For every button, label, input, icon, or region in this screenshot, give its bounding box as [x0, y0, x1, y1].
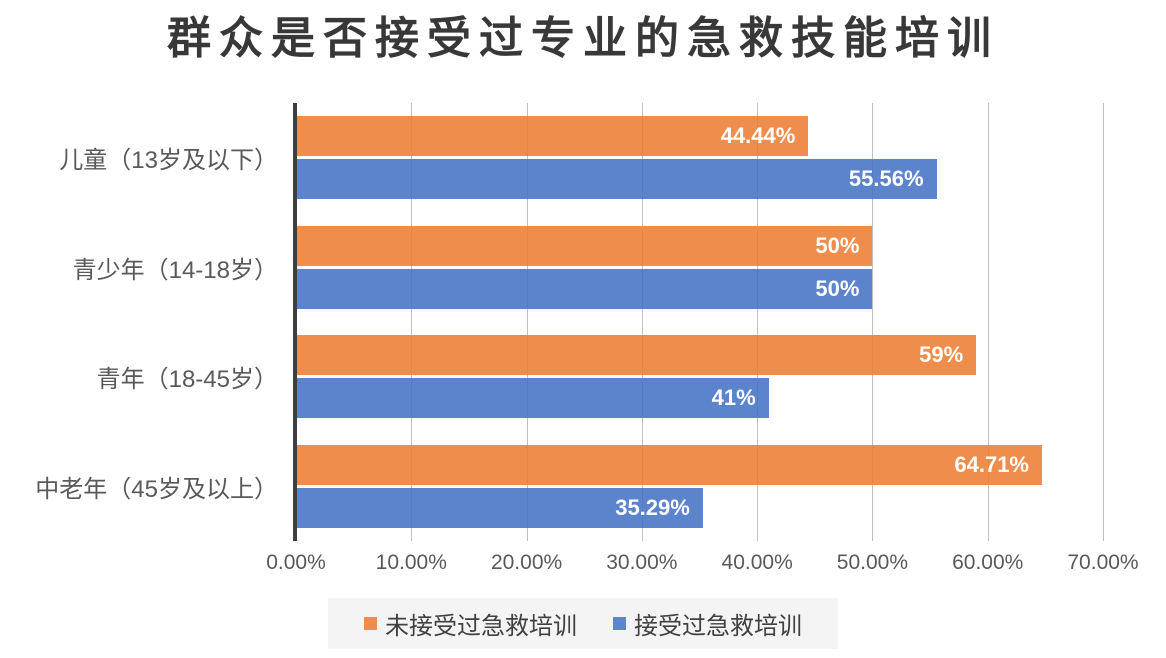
bar-data-label: 35.29% — [615, 494, 690, 520]
bar-series1-cat0[interactable]: 55.56% — [296, 159, 937, 200]
bar-data-label: 50% — [815, 232, 860, 258]
y-axis-category-labels: 儿童（13岁及以下） 青少年（14-18岁） 青年（18-45岁） 中老年（45岁及以… — [0, 103, 292, 541]
bar-data-label: 50% — [815, 275, 860, 301]
x-axis-tick-labels: 0.00% 10.00% 20.00% 30.00% 40.00% 50.00% 60.00… — [266, 551, 1138, 581]
chart-title: 群众是否接受过专业的急救技能培训 — [167, 14, 999, 63]
bar-series0-cat0[interactable]: 44.44% — [296, 116, 809, 157]
bar-series1-cat1[interactable]: 50% — [296, 268, 873, 309]
category-label: 青年（18-45岁） — [96, 366, 278, 394]
x-tick-label: 10.00% — [375, 551, 447, 574]
category-label: 儿童（13岁及以下） — [59, 147, 278, 175]
gridline-50.00% — [872, 103, 874, 541]
legend-swatch-icon — [613, 617, 626, 630]
gridline-40.00% — [757, 103, 759, 541]
legend-item-series0[interactable]: 未接受过急救培训 — [364, 606, 577, 641]
x-tick-label: 20.00% — [490, 551, 563, 574]
legend-swatch-icon — [364, 617, 377, 630]
gridline-60.00% — [987, 103, 989, 541]
legend-label: 未接受过急救培训 — [385, 613, 577, 640]
bar-series1-cat3[interactable]: 35.29% — [296, 487, 703, 528]
category-label: 中老年（45岁及以上） — [35, 475, 278, 503]
category-label: 青少年（14-18岁） — [72, 256, 278, 284]
gridline-70.00% — [1103, 103, 1104, 541]
category-group: 59% 41% — [296, 322, 1103, 432]
legend-item-series1[interactable]: 接受过急救培训 — [613, 606, 802, 641]
bar-series0-cat1[interactable]: 50% — [296, 225, 873, 266]
legend: 未接受过急救培训 接受过急救培训 — [328, 598, 838, 649]
legend-area: 未接受过急救培训 接受过急救培训 — [0, 598, 1166, 649]
category-group: 64.71% 35.29% — [296, 432, 1103, 542]
y-axis-line — [293, 103, 297, 541]
x-tick-label: 0.00% — [266, 551, 326, 574]
bar-data-label: 55.56% — [848, 166, 924, 192]
bar-data-label: 59% — [919, 342, 964, 368]
bar-data-label: 44.44% — [720, 123, 796, 149]
category-group: 50% 50% — [296, 213, 1103, 323]
x-tick-label: 40.00% — [721, 551, 793, 574]
bar-series0-cat2[interactable]: 59% — [296, 335, 977, 376]
category-group: 44.44% 55.56% — [296, 103, 1103, 213]
bar-data-label: 41% — [711, 385, 756, 411]
gridline-20.00% — [526, 103, 528, 541]
gridline-10.00% — [411, 103, 413, 541]
bar-series0-cat3[interactable]: 64.71% — [296, 444, 1042, 485]
bar-rows: 44.44% 55.56% 50% 50% 59% 41% 64.71% 35.29% — [296, 103, 1103, 541]
bar-series1-cat2[interactable]: 41% — [296, 378, 769, 419]
legend-label: 接受过急救培训 — [634, 613, 802, 640]
plot-area: 44.44% 55.56% 50% 50% 59% 41% 64.71% 35.29% — [293, 103, 1104, 541]
bar-data-label: 64.71% — [954, 451, 1029, 477]
x-tick-label: 50.00% — [836, 551, 909, 574]
x-tick-label: 60.00% — [952, 551, 1024, 574]
x-tick-label: 30.00% — [606, 551, 678, 574]
gridline-30.00% — [641, 103, 643, 541]
x-tick-label: 70.00% — [1067, 551, 1139, 574]
